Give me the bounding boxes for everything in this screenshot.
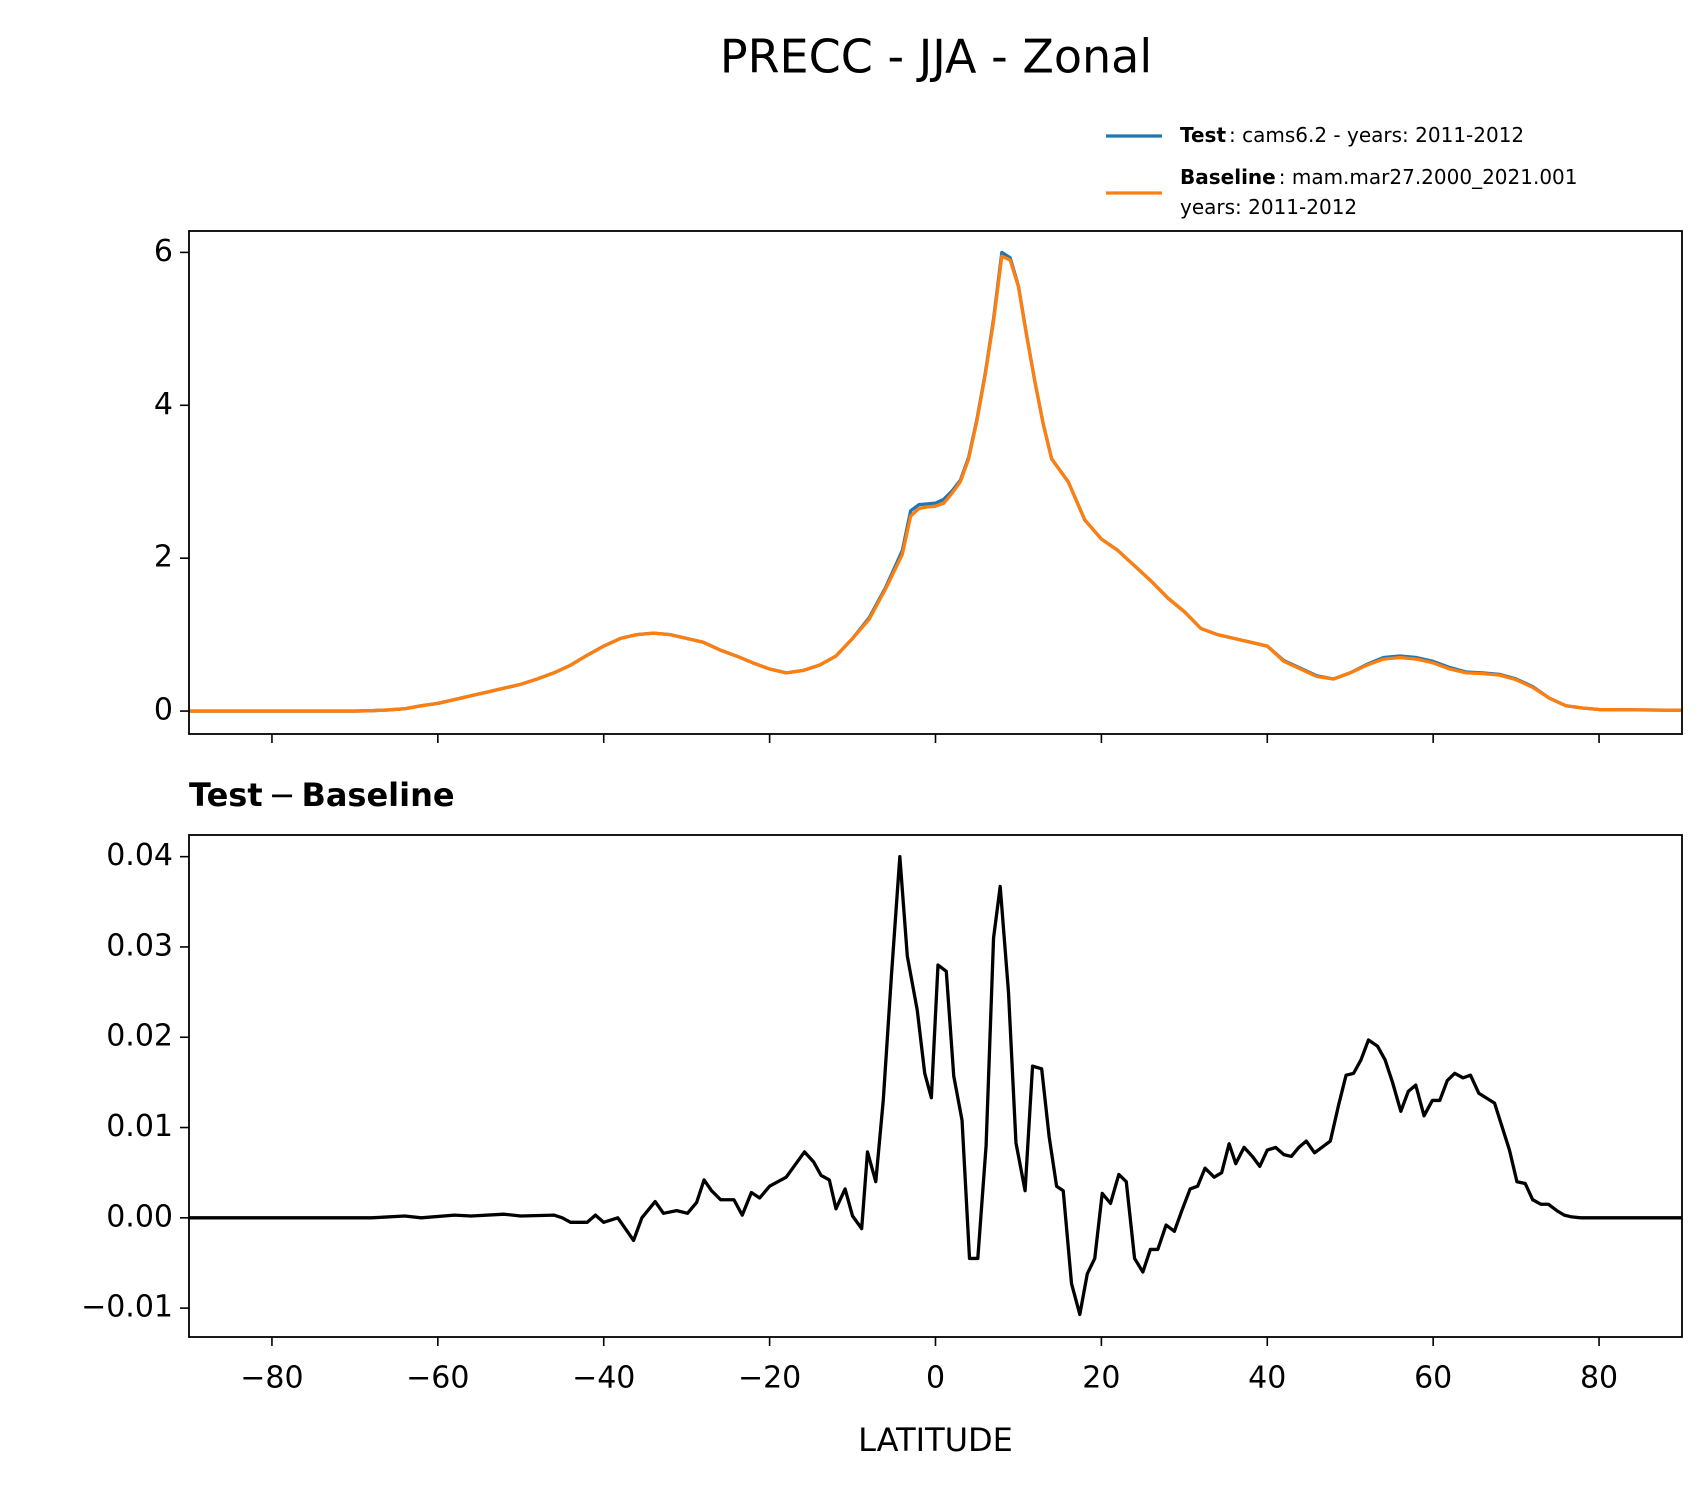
x-tick-label: 20 xyxy=(1082,1361,1120,1396)
x-tick-label: 60 xyxy=(1414,1361,1452,1396)
y-tick-label: 0 xyxy=(154,693,173,728)
legend-text: years: 2011-2012 xyxy=(1180,195,1357,219)
x-tick-label: −80 xyxy=(240,1361,303,1396)
title-part: Baseline xyxy=(301,776,454,814)
y-tick-label: 0.03 xyxy=(106,928,173,963)
legend-label: Baseline: mam.mar27.2000_2021.001 xyxy=(1180,165,1578,189)
x-tick-label: −40 xyxy=(572,1361,635,1396)
x-tick-label: 80 xyxy=(1580,1361,1618,1396)
legend-name: Test xyxy=(1180,123,1226,147)
data-line xyxy=(189,254,1682,713)
y-tick-label: 0.02 xyxy=(106,1019,173,1054)
x-tick-label: −60 xyxy=(406,1361,469,1396)
y-tick-label: 0.00 xyxy=(106,1199,173,1234)
y-tick-label: 2 xyxy=(154,540,173,575)
y-tick-label: −0.01 xyxy=(81,1290,173,1325)
legend-text: : cams6.2 - years: 2011-2012 xyxy=(1229,123,1524,147)
title-part: Test xyxy=(189,776,263,814)
title-sep: − xyxy=(269,776,296,814)
legend-label: years: 2011-2012 xyxy=(1180,195,1357,219)
x-tick-label: 40 xyxy=(1248,1361,1286,1396)
x-axis-label: LATITUDE xyxy=(858,1421,1013,1459)
axes-frame xyxy=(188,834,1683,1338)
legend-text: : mam.mar27.2000_2021.001 xyxy=(1279,165,1578,189)
axes-frame xyxy=(188,230,1683,735)
x-tick-label: −20 xyxy=(738,1361,801,1396)
y-tick-label: 0.01 xyxy=(106,1109,173,1144)
y-tick-label: 0.04 xyxy=(106,838,173,873)
legend-name: Baseline xyxy=(1180,165,1276,189)
subplot-title: Test − Baseline xyxy=(189,776,455,814)
y-tick-label: 4 xyxy=(154,387,173,422)
y-tick-label: 6 xyxy=(154,234,173,269)
figure-title: PRECC - JJA - Zonal xyxy=(720,30,1152,84)
legend-label: Test: cams6.2 - years: 2011-2012 xyxy=(1180,123,1524,147)
data-line xyxy=(189,855,1682,1317)
x-tick-label: 0 xyxy=(926,1361,945,1396)
